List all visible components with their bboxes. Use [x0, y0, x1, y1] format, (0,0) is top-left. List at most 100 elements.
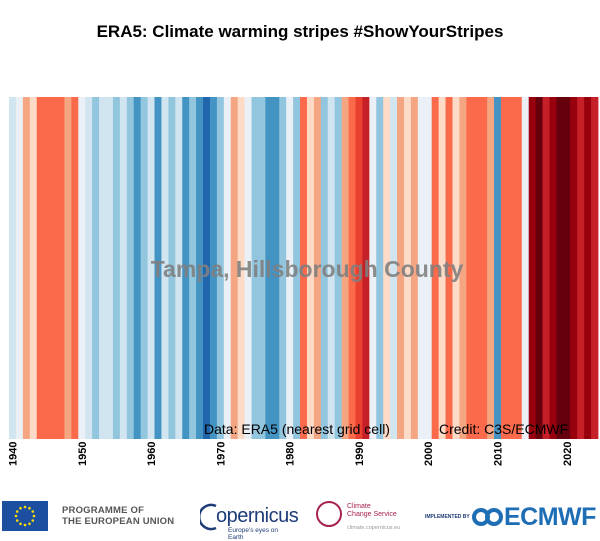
stripe-1949: [71, 97, 79, 439]
stripe-1999: [417, 97, 426, 439]
xtick-label-1940: 1940: [7, 442, 19, 466]
stripe-1961: [154, 97, 162, 439]
stripe-1991: [362, 97, 370, 439]
stripe-1946: [50, 97, 58, 439]
eu-star-icon: [19, 522, 22, 526]
stripe-1966: [189, 97, 197, 439]
stripe-1990: [355, 97, 363, 439]
stripe-1941: [15, 97, 24, 439]
eu-star-icon: [19, 506, 22, 510]
stripe-1992: [369, 97, 377, 439]
xtick-label-1970: 1970: [215, 442, 227, 466]
stripe-1972: [230, 97, 239, 439]
stripe-2015: [528, 97, 537, 439]
eu-line2: THE EUROPEAN UNION: [62, 516, 175, 527]
stripe-1994: [383, 97, 391, 439]
stripe-1973: [237, 97, 245, 439]
stripe-1978: [272, 97, 280, 439]
stripe-1979: [279, 97, 287, 439]
stripe-2013: [514, 97, 523, 439]
eu-star-icon: [15, 519, 19, 522]
xtick-label-1990: 1990: [354, 442, 366, 466]
stripe-2008: [480, 97, 488, 439]
stripe-1974: [244, 97, 252, 439]
stripe-1982: [300, 97, 308, 439]
stripe-2011: [500, 97, 509, 439]
eu-star-icon: [14, 514, 18, 518]
stripe-2021: [570, 97, 578, 439]
stripe-1955: [112, 97, 121, 439]
stripe-1940: [9, 97, 17, 439]
xtick-label-1980: 1980: [285, 442, 297, 466]
stripe-2018: [549, 97, 557, 439]
eu-star-icon: [23, 505, 27, 509]
location-label: Tampa, Hillsborough County: [151, 256, 464, 282]
stripe-2000: [424, 97, 433, 439]
xtick-label-1960: 1960: [146, 442, 158, 466]
logo-footer: PROGRAMME OF THE EUROPEAN UNION opernicu…: [0, 495, 600, 541]
ccs-text: Climate Change Service: [347, 503, 397, 519]
stripe-1963: [168, 97, 176, 439]
eu-star-icon: [31, 510, 35, 513]
xtick-label-2020: 2020: [562, 442, 574, 466]
stripe-2012: [507, 97, 516, 439]
stripe-1965: [182, 97, 190, 439]
implemented-by-text: IMPLEMENTED BY: [425, 514, 470, 520]
stripe-2005: [459, 97, 467, 439]
stripe-1993: [376, 97, 384, 439]
eu-programme-text: PROGRAMME OF THE EUROPEAN UNION: [62, 505, 174, 527]
stripe-2016: [535, 97, 543, 439]
stripe-2003: [445, 97, 453, 439]
stripe-1943: [29, 97, 38, 439]
stripe-1984: [313, 97, 322, 439]
stripe-1985: [320, 97, 329, 439]
stripe-1970: [216, 97, 225, 439]
stripe-1968: [203, 97, 211, 439]
thermometer-icon: [316, 501, 342, 527]
stripe-1980: [286, 97, 294, 439]
eu-star-icon: [15, 510, 19, 513]
stripe-2006: [466, 97, 474, 439]
stripe-1971: [223, 97, 232, 439]
stripe-1976: [258, 97, 266, 439]
stripe-1986: [327, 97, 336, 439]
stripe-1948: [64, 97, 72, 439]
stripe-1989: [348, 97, 356, 439]
stripe-2007: [473, 97, 481, 439]
stripe-1959: [140, 97, 148, 439]
stripe-2022: [577, 97, 585, 439]
stripe-1960: [147, 97, 155, 439]
stripes-group: [9, 97, 599, 439]
ecmwf-wordmark: ECMWF: [504, 503, 596, 531]
copernicus-tagline: Europe's eyes on Earth: [228, 527, 279, 541]
credit-note: Credit: C3S/ECMWF: [439, 421, 568, 437]
stripe-2019: [556, 97, 564, 439]
eu-star-icon: [32, 514, 36, 518]
stripe-1969: [209, 97, 218, 439]
climate-change-service-logo: Climate Change Service climate.copernicu…: [316, 499, 406, 533]
stripe-1975: [251, 97, 259, 439]
eu-star-icon: [28, 522, 31, 526]
xtick-label-2010: 2010: [493, 442, 505, 466]
stripe-1951: [85, 97, 93, 439]
stripe-2024: [591, 97, 599, 439]
stripe-2017: [542, 97, 550, 439]
stripe-1958: [133, 97, 142, 439]
stripe-1950: [78, 97, 86, 439]
ccs-line2: Change Service: [347, 511, 397, 518]
ecmwf-swirl-icon: [472, 508, 503, 526]
stripe-1964: [175, 97, 183, 439]
stripe-2020: [563, 97, 571, 439]
eu-line1: PROGRAMME OF: [62, 505, 145, 516]
warming-stripes-chart: Tampa, Hillsborough County Data: ERA5 (n…: [7, 97, 599, 466]
stripe-2010: [494, 97, 502, 439]
stripe-1944: [36, 97, 45, 439]
stripe-1957: [126, 97, 135, 439]
stripe-2002: [438, 97, 446, 439]
stripe-2004: [452, 97, 460, 439]
stripe-2014: [521, 97, 530, 439]
eu-star-icon: [28, 506, 31, 510]
stripe-1977: [265, 97, 273, 439]
stripe-1995: [390, 97, 398, 439]
stripe-2009: [487, 97, 495, 439]
